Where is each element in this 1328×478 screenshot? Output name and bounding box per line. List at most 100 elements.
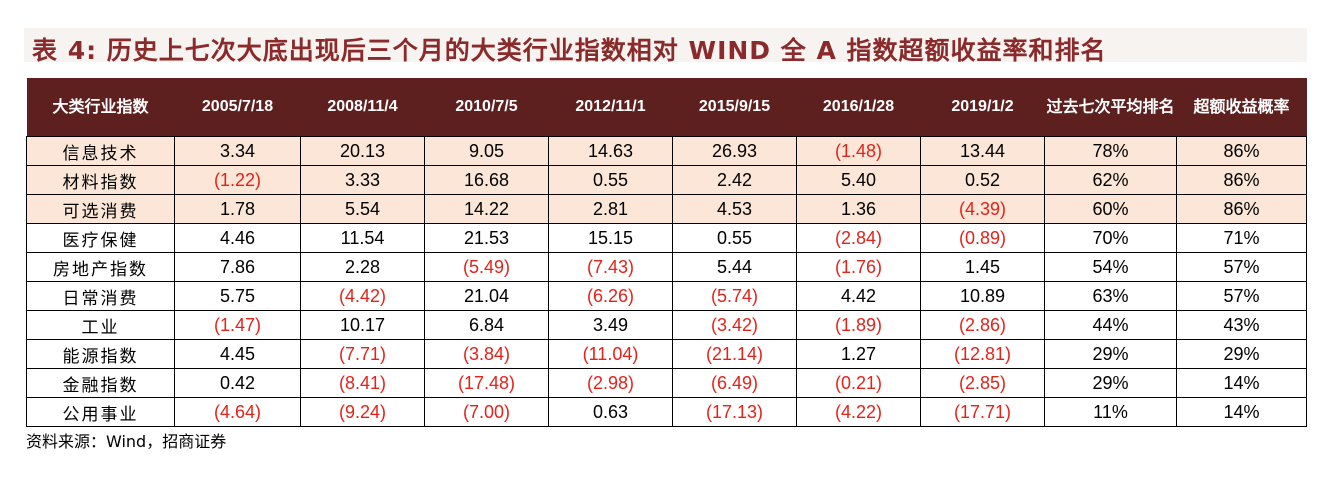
column-header: 过去七次平均排名 bbox=[1044, 78, 1177, 137]
table-cell: 4.42 bbox=[796, 281, 921, 311]
table-cell: 5.54 bbox=[300, 194, 425, 224]
table-cell: 3.34 bbox=[174, 136, 301, 166]
table-cell: 86% bbox=[1176, 194, 1307, 224]
table-cell: 4.53 bbox=[672, 194, 797, 224]
table-cell: (1.47) bbox=[174, 310, 301, 340]
column-header: 2015/9/15 bbox=[672, 78, 797, 137]
column-header: 大类行业指数 bbox=[26, 78, 175, 137]
table-cell: (6.49) bbox=[672, 368, 797, 398]
row-label: 医疗保健 bbox=[26, 223, 175, 253]
table-cell: 71% bbox=[1176, 223, 1307, 253]
table-cell: 15.15 bbox=[548, 223, 673, 253]
table-cell: (2.84) bbox=[796, 223, 921, 253]
table-cell: 1.36 bbox=[796, 194, 921, 224]
table-cell: (6.26) bbox=[548, 281, 673, 311]
table-cell: 44% bbox=[1044, 310, 1177, 340]
table-row: 金融指数 0.42 (8.41) (17.48) (2.98) (6.49) (0.21)(… bbox=[26, 368, 1307, 398]
table-cell: 63% bbox=[1044, 281, 1177, 311]
row-label: 日常消费 bbox=[26, 281, 175, 311]
table-cell: 3.33 bbox=[300, 165, 425, 195]
table-row: 房地产指数 7.86 2.28 (5.49) (7.43) 5.44 (1.76) 1.45 5… bbox=[26, 252, 1307, 282]
table-row: 工业 (1.47) 10.17 6.84 3.49 (3.42) (1.89) (2.86) 4… bbox=[26, 310, 1307, 340]
table-cell: 54% bbox=[1044, 252, 1177, 282]
table-cell: (7.71) bbox=[300, 339, 425, 369]
table-cell: 4.46 bbox=[174, 223, 301, 253]
table-cell: (7.00) bbox=[424, 397, 549, 427]
table-row: 日常消费 5.75 (4.42) 21.04 (6.26) (5.74) 4.42 10.89… bbox=[26, 281, 1307, 311]
table-cell: (4.39) bbox=[920, 194, 1045, 224]
table-cell: (4.64) bbox=[174, 397, 301, 427]
table-cell: (0.21) bbox=[796, 368, 921, 398]
table-cell: 26.93 bbox=[672, 136, 797, 166]
table-cell: (8.41) bbox=[300, 368, 425, 398]
table-cell: 86% bbox=[1176, 165, 1307, 195]
table-cell: (1.48) bbox=[796, 136, 921, 166]
table-cell: 29% bbox=[1044, 368, 1177, 398]
table-cell: (7.43) bbox=[548, 252, 673, 282]
table-cell: (2.86) bbox=[920, 310, 1045, 340]
column-header: 2010/7/5 bbox=[424, 78, 549, 137]
table-cell: 0.52 bbox=[920, 165, 1045, 195]
table-cell: 57% bbox=[1176, 252, 1307, 282]
table-cell: (1.22) bbox=[174, 165, 301, 195]
row-label: 信息技术 bbox=[26, 136, 175, 166]
table-cell: 14% bbox=[1176, 397, 1307, 427]
row-label: 金融指数 bbox=[26, 368, 175, 398]
table-cell: 70% bbox=[1044, 223, 1177, 253]
table-cell: 13.44 bbox=[920, 136, 1045, 166]
column-header: 2005/7/18 bbox=[174, 78, 301, 137]
table-cell: (17.13) bbox=[672, 397, 797, 427]
table-cell: 1.27 bbox=[796, 339, 921, 369]
table-cell: (9.24) bbox=[300, 397, 425, 427]
source-note: 资料来源：Wind，招商证券 bbox=[26, 432, 227, 451]
table-row: 能源指数 4.45 (7.71) (3.84) (11.04) (21.14) 1.27 (1… bbox=[26, 339, 1307, 369]
table-cell: 4.45 bbox=[174, 339, 301, 369]
row-label: 公用事业 bbox=[26, 397, 175, 427]
table-cell: (21.14) bbox=[672, 339, 797, 369]
row-label: 可选消费 bbox=[26, 194, 175, 224]
table-cell: 9.05 bbox=[424, 136, 549, 166]
column-header: 2019/1/2 bbox=[920, 78, 1045, 137]
table-cell: 1.45 bbox=[920, 252, 1045, 282]
table-cell: (3.84) bbox=[424, 339, 549, 369]
table-cell: 16.68 bbox=[424, 165, 549, 195]
row-label: 工业 bbox=[26, 310, 175, 340]
table-cell: 5.75 bbox=[174, 281, 301, 311]
table-cell: 21.04 bbox=[424, 281, 549, 311]
excess-return-table: 大类行业指数 2005/7/18 2008/11/4 2010/7/5 2012… bbox=[26, 78, 1307, 427]
column-header: 2008/11/4 bbox=[300, 78, 425, 137]
table-cell: 11.54 bbox=[300, 223, 425, 253]
table-cell: 11% bbox=[1044, 397, 1177, 427]
table-cell: (11.04) bbox=[548, 339, 673, 369]
table-cell: (2.85) bbox=[920, 368, 1045, 398]
table-cell: 0.55 bbox=[672, 223, 797, 253]
table-row: 医疗保健 4.46 11.54 21.53 15.15 0.55 (2.84) (0.89) 7… bbox=[26, 223, 1307, 253]
table-cell: 3.49 bbox=[548, 310, 673, 340]
table-cell: 86% bbox=[1176, 136, 1307, 166]
table-cell: 2.42 bbox=[672, 165, 797, 195]
table-row: 公用事业 (4.64) (9.24) (7.00) 0.63 (17.13) (4.22)(… bbox=[26, 397, 1307, 427]
table-cell: 60% bbox=[1044, 194, 1177, 224]
table-cell: 10.17 bbox=[300, 310, 425, 340]
table-cell: (5.74) bbox=[672, 281, 797, 311]
table-row: 可选消费 1.78 5.54 14.22 2.81 4.53 1.36 (4.39) 60% 86… bbox=[26, 194, 1307, 224]
table-cell: 0.63 bbox=[548, 397, 673, 427]
row-label: 材料指数 bbox=[26, 165, 175, 195]
table-title-bar: 表 4: 历史上七次大底出现后三个月的大类行业指数相对 WIND 全 A 指数超… bbox=[24, 28, 1307, 65]
column-header: 超额收益概率 bbox=[1176, 78, 1307, 137]
table-cell: 62% bbox=[1044, 165, 1177, 195]
table-cell: (3.42) bbox=[672, 310, 797, 340]
column-header: 2012/11/1 bbox=[548, 78, 673, 137]
table-row: 材料指数 (1.22) 3.33 16.68 0.55 2.42 5.40 0.52 62% 86… bbox=[26, 165, 1307, 195]
table-title: 表 4: 历史上七次大底出现后三个月的大类行业指数相对 WIND 全 A 指数超… bbox=[32, 36, 1107, 65]
table-cell: (17.71) bbox=[920, 397, 1045, 427]
table-cell: 78% bbox=[1044, 136, 1177, 166]
table-cell: 5.44 bbox=[672, 252, 797, 282]
table-cell: 29% bbox=[1176, 339, 1307, 369]
table-cell: 14.63 bbox=[548, 136, 673, 166]
table-cell: 5.40 bbox=[796, 165, 921, 195]
column-header: 2016/1/28 bbox=[796, 78, 921, 137]
table-cell: (1.89) bbox=[796, 310, 921, 340]
table-cell: (12.81) bbox=[920, 339, 1045, 369]
table-cell: (1.76) bbox=[796, 252, 921, 282]
